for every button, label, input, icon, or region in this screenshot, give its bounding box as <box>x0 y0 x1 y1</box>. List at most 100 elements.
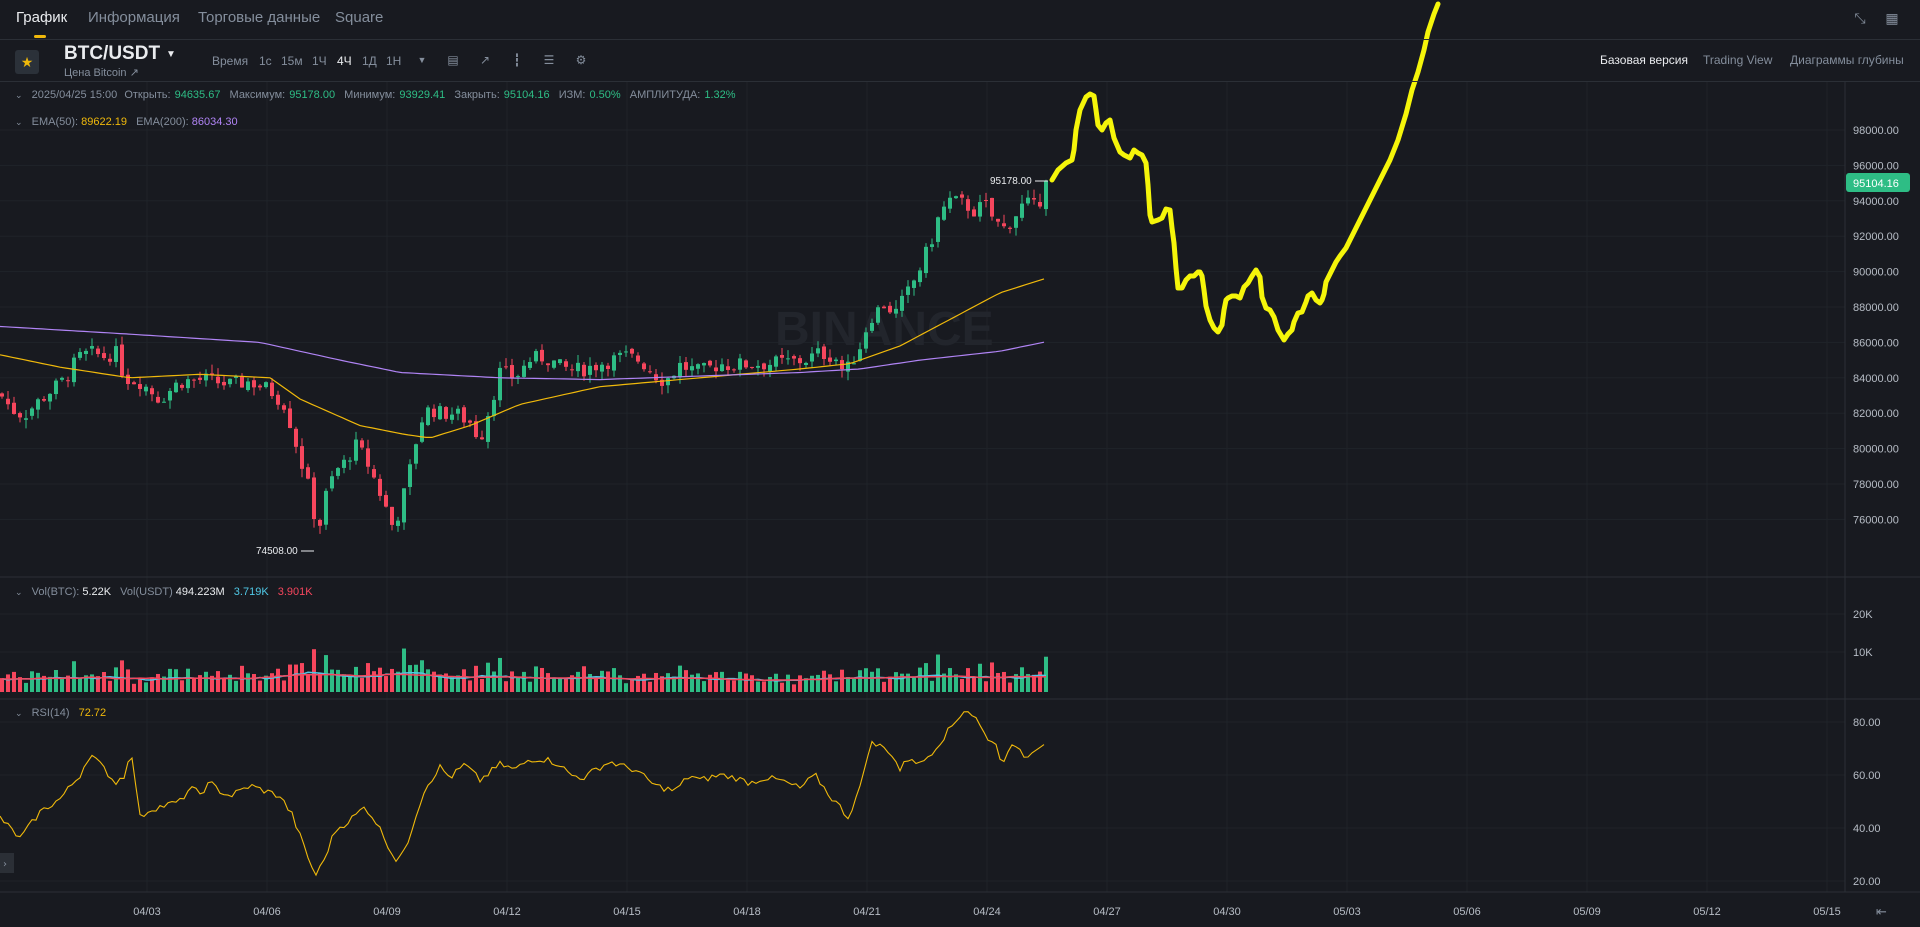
chart-type-icon[interactable]: ┇ <box>513 53 521 67</box>
timeframe-time[interactable]: Время <box>212 54 249 68</box>
ema200-label: EMA(200): <box>136 116 189 128</box>
candle <box>330 476 334 489</box>
vol-btc-label: Vol(BTC): <box>31 586 80 598</box>
favorite-star-icon[interactable]: ★ <box>15 50 39 74</box>
volume-bar <box>864 668 868 692</box>
candle <box>1032 198 1036 200</box>
candle <box>858 349 862 361</box>
timeframe-1s[interactable]: 1с <box>259 54 272 68</box>
volume-bar <box>24 682 28 692</box>
indicators-icon[interactable]: ↗ <box>479 53 491 67</box>
close-label: Закрыть: <box>454 89 500 101</box>
calendar-icon[interactable]: ▤ <box>447 53 459 67</box>
candle <box>174 382 178 393</box>
volume-bar <box>606 671 610 692</box>
price-tick-label: 94000.00 <box>1853 196 1899 208</box>
tab-info[interactable]: Информация <box>88 9 180 26</box>
volume-bar <box>276 668 280 692</box>
candle <box>1020 203 1024 218</box>
view-tradingview[interactable]: Trading View <box>1703 53 1773 67</box>
ema-legend: ⌄ EMA(50): 89622.19 EMA(200): 86034.30 <box>15 116 238 128</box>
volume-bar <box>18 677 22 692</box>
volume-bar <box>696 673 700 692</box>
volume-bar <box>714 672 718 692</box>
left-panel-toggle[interactable] <box>0 853 14 873</box>
timeframe-15m[interactable]: 15м <box>281 54 303 68</box>
view-depth[interactable]: Диаграммы глубины <box>1790 53 1904 67</box>
candle <box>204 373 208 381</box>
candle <box>408 464 412 487</box>
symbol-selector[interactable]: BTC/USDT <box>64 43 161 64</box>
volume-bar <box>588 673 592 692</box>
axis-settings-icon[interactable]: ⇤ <box>1876 905 1887 920</box>
candle <box>396 520 400 526</box>
candle <box>258 385 262 388</box>
candle <box>768 364 772 372</box>
candle <box>732 369 736 371</box>
timeframe-1d[interactable]: 1Д <box>362 54 377 68</box>
freehand-drawing[interactable] <box>1049 1 1441 343</box>
template-icon[interactable]: ☰ <box>543 53 555 67</box>
chart-toolbar: ★ BTC/USDT ▼ Цена Bitcoin ↗ Время 1с 15м… <box>0 40 1920 82</box>
volume-bar <box>318 673 322 692</box>
collapse-chevron-icon[interactable]: ⌄ <box>15 587 23 597</box>
layout-grid-icon[interactable]: ▦ <box>1885 10 1899 26</box>
candle <box>954 196 958 199</box>
volume-bar <box>630 678 634 692</box>
collapse-icon[interactable]: ⤡ <box>1854 10 1866 26</box>
collapse-chevron-icon[interactable]: ⌄ <box>15 117 23 127</box>
volume-bar <box>108 680 112 692</box>
volume-bar <box>342 674 346 692</box>
more-timeframes-caret-icon[interactable]: ▼ <box>417 55 427 65</box>
candle <box>582 364 586 377</box>
vol-usdt-value: 494.223M <box>175 586 225 598</box>
timeframe-4h[interactable]: 4Ч <box>337 54 352 68</box>
caret-down-icon[interactable]: ▼ <box>166 49 176 60</box>
volume-bar <box>1026 674 1030 692</box>
symbol-subtitle-link[interactable]: Цена Bitcoin ↗ <box>64 67 139 79</box>
candle <box>504 366 508 368</box>
volume-bar <box>294 664 298 692</box>
volume-bar <box>438 674 442 692</box>
timeframe-1w[interactable]: 1Н <box>386 54 402 68</box>
volume-bar <box>288 664 292 692</box>
candle <box>492 399 496 417</box>
volume-bar <box>474 665 478 692</box>
settings-gear-icon[interactable]: ⚙ <box>575 53 587 67</box>
candle <box>510 365 514 379</box>
volume-bar <box>156 673 160 692</box>
candle <box>576 362 580 372</box>
candle <box>102 353 106 359</box>
timeframe-1h[interactable]: 1Ч <box>312 54 327 68</box>
volume-bar <box>0 678 4 692</box>
volume-bar <box>966 668 970 692</box>
volume-bars <box>0 648 1048 692</box>
volume-bar <box>138 679 142 692</box>
candle <box>456 408 460 414</box>
change-value: 0.50% <box>589 89 621 101</box>
candle <box>18 413 22 418</box>
time-tick-label: 05/12 <box>1693 906 1721 918</box>
collapse-chevron-icon[interactable]: ⌄ <box>15 90 23 100</box>
candle <box>540 349 544 362</box>
tab-chart[interactable]: График <box>16 9 68 38</box>
candle <box>924 246 928 274</box>
volume-bar <box>732 680 736 692</box>
tab-square[interactable]: Square <box>335 9 384 26</box>
collapse-chevron-icon[interactable]: ⌄ <box>15 708 23 718</box>
volume-bar <box>912 677 916 692</box>
candle <box>168 390 172 401</box>
candle <box>708 360 712 366</box>
candle <box>372 469 376 478</box>
view-basic[interactable]: Базовая версия <box>1600 53 1688 67</box>
volume-bar <box>564 677 568 692</box>
tab-trading-data[interactable]: Торговые данные <box>198 9 321 26</box>
candle <box>534 351 538 362</box>
volume-bar <box>264 675 268 692</box>
candle <box>882 306 886 309</box>
rsi-tick-label: 20.00 <box>1853 876 1881 888</box>
volume-bar <box>810 675 814 692</box>
volume-bar <box>582 666 586 692</box>
candle <box>192 379 196 381</box>
